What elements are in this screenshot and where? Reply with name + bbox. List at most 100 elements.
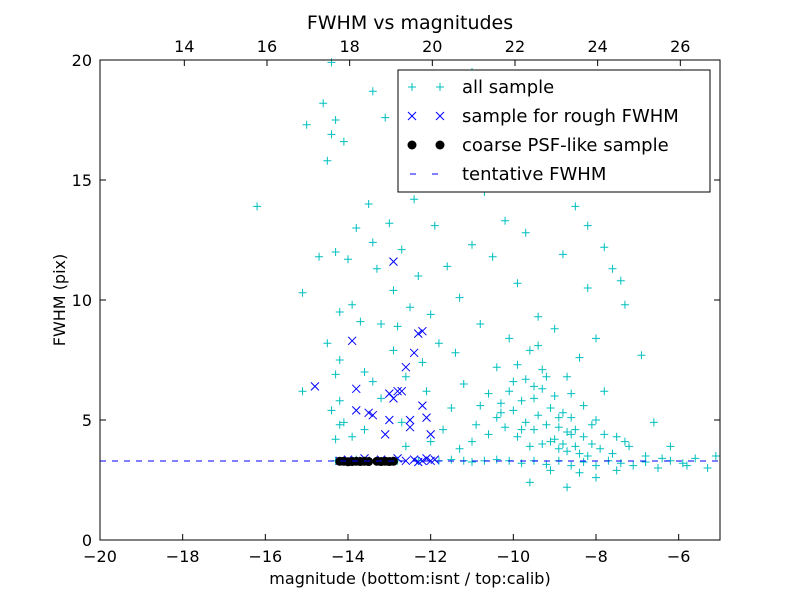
all-sample-point (476, 401, 485, 410)
top-x-tick-label: 14 (174, 37, 194, 56)
all-sample-point (682, 461, 691, 470)
y-tick-label: 0 (82, 531, 92, 550)
all-sample-point (517, 425, 526, 434)
all-sample-point (703, 464, 712, 472)
all-sample-point (352, 224, 361, 232)
all-sample-point (430, 221, 439, 230)
all-sample-point (571, 425, 580, 434)
all-sample-point (558, 408, 567, 417)
all-sample-point (550, 324, 559, 333)
all-sample-point (563, 483, 572, 492)
all-sample-point (587, 420, 596, 429)
all-sample-point (678, 459, 687, 468)
all-sample-point (422, 387, 431, 396)
legend-box (397, 69, 711, 193)
rough-fwhm-point (405, 422, 415, 432)
all-sample-point (567, 413, 576, 422)
top-x-tick-label: 18 (339, 37, 359, 56)
x-tick-label: −18 (166, 547, 200, 566)
legend-dot-icon (407, 140, 417, 150)
all-sample-point (554, 423, 563, 432)
all-sample-point (608, 264, 617, 273)
x-tick-label: −14 (331, 547, 365, 566)
y-tick-label: 5 (82, 411, 92, 430)
all-sample-point (401, 442, 410, 451)
rough-fwhm-point (409, 348, 419, 358)
rough-fwhm-point (405, 415, 415, 425)
all-sample-point (339, 418, 348, 427)
y-tick-label: 10 (72, 291, 92, 310)
all-sample-point (505, 387, 514, 396)
rough-fwhm-point (401, 362, 411, 372)
all-sample-point (637, 351, 646, 360)
all-sample-point (592, 334, 600, 343)
all-sample-point (323, 339, 332, 348)
all-sample-point (468, 458, 476, 466)
all-sample-point (253, 202, 262, 211)
all-sample-point (426, 437, 435, 446)
all-sample-point (711, 452, 720, 460)
all-sample-point (455, 444, 464, 453)
all-sample-point (546, 437, 555, 446)
all-sample-point (327, 406, 336, 415)
all-sample-point (530, 382, 538, 391)
rough-fwhm-point (389, 257, 398, 266)
all-sample-point (641, 458, 650, 466)
all-sample-point (505, 334, 514, 343)
all-sample-point (389, 286, 398, 295)
all-sample-point (410, 195, 419, 204)
all-sample-point (496, 408, 505, 417)
rough-fwhm-point (422, 413, 431, 422)
all-sample-point (492, 363, 501, 372)
all-sample-point (592, 416, 600, 424)
all-sample-point (542, 420, 551, 429)
legend-label: tentative FWHM (462, 164, 606, 185)
all-sample-point (592, 461, 600, 470)
all-sample-point (592, 473, 600, 482)
all-sample-point (530, 394, 538, 403)
all-sample-point (563, 372, 572, 381)
all-sample-point (538, 384, 547, 393)
top-x-tick-label: 24 (587, 37, 607, 56)
rough-fwhm-point (430, 455, 440, 464)
all-sample-point (451, 348, 460, 357)
all-sample-point (571, 202, 580, 211)
all-sample-point (616, 276, 625, 285)
top-x-tick-label: 16 (257, 37, 277, 56)
all-sample-point (575, 353, 584, 362)
all-sample-point (542, 460, 551, 469)
all-sample-point (501, 423, 510, 432)
all-sample-point (546, 466, 555, 475)
all-sample-point (513, 432, 522, 441)
all-sample-point (406, 303, 414, 312)
legend-label: coarse PSF-like sample (462, 135, 669, 156)
all-sample-point (335, 356, 344, 364)
all-sample-point (443, 262, 452, 271)
legend-label: sample for rough FWHM (462, 106, 679, 127)
all-sample-point (600, 387, 609, 396)
all-sample-point (368, 238, 377, 247)
all-sample-point (579, 458, 588, 466)
all-sample-point (571, 442, 580, 451)
all-sample-point (472, 420, 481, 429)
all-sample-point (447, 455, 456, 464)
all-sample-point (319, 99, 328, 108)
all-sample-point (385, 219, 394, 228)
all-sample-point (517, 459, 526, 468)
all-sample-point (331, 248, 340, 256)
chart-title: FWHM vs magnitudes (307, 12, 513, 34)
all-sample-point (567, 461, 576, 470)
all-sample-point (550, 392, 559, 400)
all-sample-point (612, 466, 621, 475)
all-sample-point (538, 365, 547, 374)
top-x-tick-label: 20 (422, 37, 442, 56)
all-sample-point (368, 377, 377, 386)
all-sample-point (587, 440, 596, 448)
legend-cross-icon (407, 111, 417, 121)
all-sample-point (372, 264, 381, 273)
rough-fwhm-point (364, 408, 374, 418)
all-sample-point (356, 317, 365, 326)
rough-fwhm-point (351, 384, 361, 394)
rough-fwhm-point (351, 406, 361, 415)
all-sample-point (484, 430, 493, 439)
